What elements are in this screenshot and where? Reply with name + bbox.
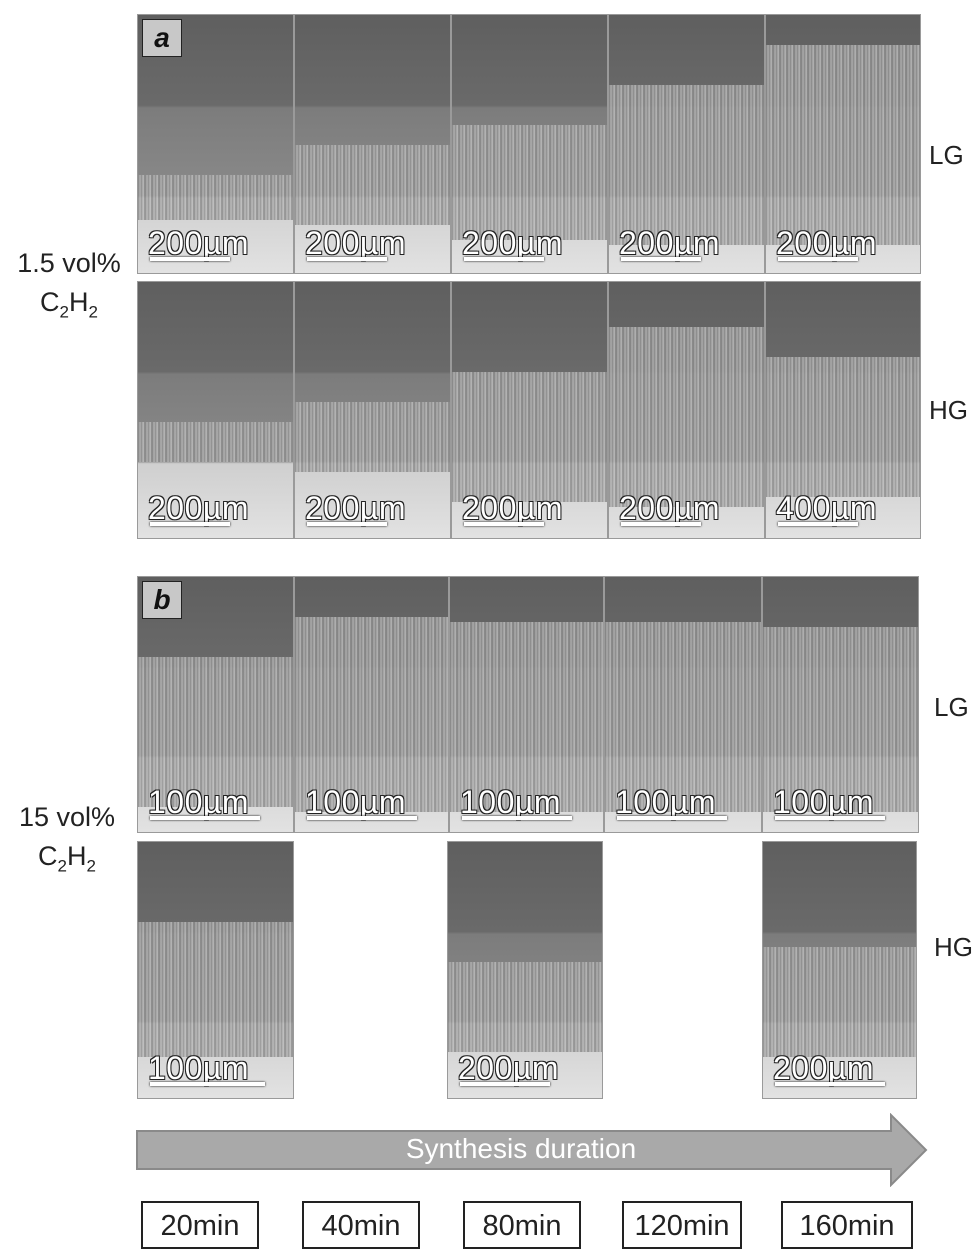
- scale-bar: [150, 522, 230, 526]
- row-label-a-lg: LG: [929, 140, 964, 170]
- gas-formula: C2H2: [38, 841, 96, 876]
- timepoint-120min: 120min: [622, 1201, 742, 1249]
- sem-image-b-lg-80min: 100µm: [449, 576, 604, 833]
- scale-label: 100µm: [305, 784, 406, 820]
- timepoint-80min: 80min: [463, 1201, 581, 1249]
- sem-image-a-hg-80min: 200µm: [451, 281, 608, 539]
- sem-image-a-hg-20min: 200µm: [137, 281, 294, 539]
- scale-bar: [778, 522, 858, 526]
- synthesis-arrow: [136, 1113, 928, 1187]
- scale-bar: [460, 1082, 550, 1086]
- sem-image-a-hg-160min: 400µm: [765, 281, 921, 539]
- sem-image-b-lg-40min: 100µm: [294, 576, 449, 833]
- sem-image-a-lg-160min: 200µm: [765, 14, 921, 274]
- scale-bar: [307, 816, 417, 820]
- scale-bar: [307, 522, 387, 526]
- scale-label: 200µm: [458, 1050, 559, 1086]
- scale-label: 400µm: [776, 490, 877, 526]
- scale-label: 200µm: [619, 225, 720, 261]
- sem-image-b-hg-160min: 200µm: [762, 841, 917, 1099]
- scale-label: 200µm: [462, 225, 563, 261]
- sem-image-a-hg-120min: 200µm: [608, 281, 765, 539]
- concentration-label-b: 15 vol% C2H2: [2, 798, 132, 879]
- scale-bar: [621, 257, 701, 261]
- scale-label: 200µm: [773, 1050, 874, 1086]
- timepoint-160min: 160min: [781, 1201, 913, 1249]
- concentration-label-a: 1.5 vol% C2H2: [4, 244, 134, 325]
- scale-bar: [778, 257, 858, 261]
- scale-label: 200µm: [776, 225, 877, 261]
- sem-image-a-hg-40min: 200µm: [294, 281, 451, 539]
- scale-bar: [150, 1082, 265, 1086]
- scale-label: 200µm: [148, 490, 249, 526]
- row-label-a-hg: HG: [929, 395, 968, 425]
- sem-image-b-lg-120min: 100µm: [604, 576, 762, 833]
- scale-bar: [617, 816, 727, 820]
- sem-image-a-lg-120min: 200µm: [608, 14, 765, 274]
- scale-label: 100µm: [615, 784, 716, 820]
- scale-label: 200µm: [619, 490, 720, 526]
- scale-bar: [150, 257, 230, 261]
- sem-image-b-hg-20min: 100µm: [137, 841, 294, 1099]
- scale-bar: [464, 257, 544, 261]
- scale-bar: [307, 257, 387, 261]
- concentration-value: 15 vol%: [18, 802, 116, 832]
- panel-letter-b: b: [142, 581, 182, 619]
- timepoint-20min: 20min: [141, 1201, 259, 1249]
- sem-image-a-lg-20min: a 200µm: [137, 14, 294, 274]
- sem-image-b-hg-80min: 200µm: [447, 841, 603, 1099]
- scale-label: 100µm: [148, 1050, 249, 1086]
- scale-label: 200µm: [462, 490, 563, 526]
- scale-bar: [775, 1082, 885, 1086]
- scale-label: 100µm: [148, 784, 249, 820]
- sem-image-b-lg-20min: b 100µm: [137, 576, 294, 833]
- scale-bar: [150, 816, 260, 820]
- sem-image-a-lg-40min: 200µm: [294, 14, 451, 274]
- scale-label: 100µm: [460, 784, 561, 820]
- gas-formula: C2H2: [40, 287, 98, 322]
- scale-bar: [775, 816, 885, 820]
- row-label-b-lg: LG: [934, 692, 969, 722]
- arrow-label: Synthesis duration: [405, 1133, 637, 1164]
- panel-letter-a: a: [142, 19, 182, 57]
- sem-image-a-lg-80min: 200µm: [451, 14, 608, 274]
- scale-bar: [464, 522, 544, 526]
- row-label-b-hg: HG: [934, 932, 973, 962]
- scale-bar: [462, 816, 572, 820]
- timepoint-40min: 40min: [302, 1201, 420, 1249]
- concentration-value: 1.5 vol%: [17, 248, 121, 278]
- scale-label: 100µm: [773, 784, 874, 820]
- scale-bar: [621, 522, 701, 526]
- sem-image-b-lg-160min: 100µm: [762, 576, 919, 833]
- scale-label: 200µm: [148, 225, 249, 261]
- scale-label: 200µm: [305, 490, 406, 526]
- scale-label: 200µm: [305, 225, 406, 261]
